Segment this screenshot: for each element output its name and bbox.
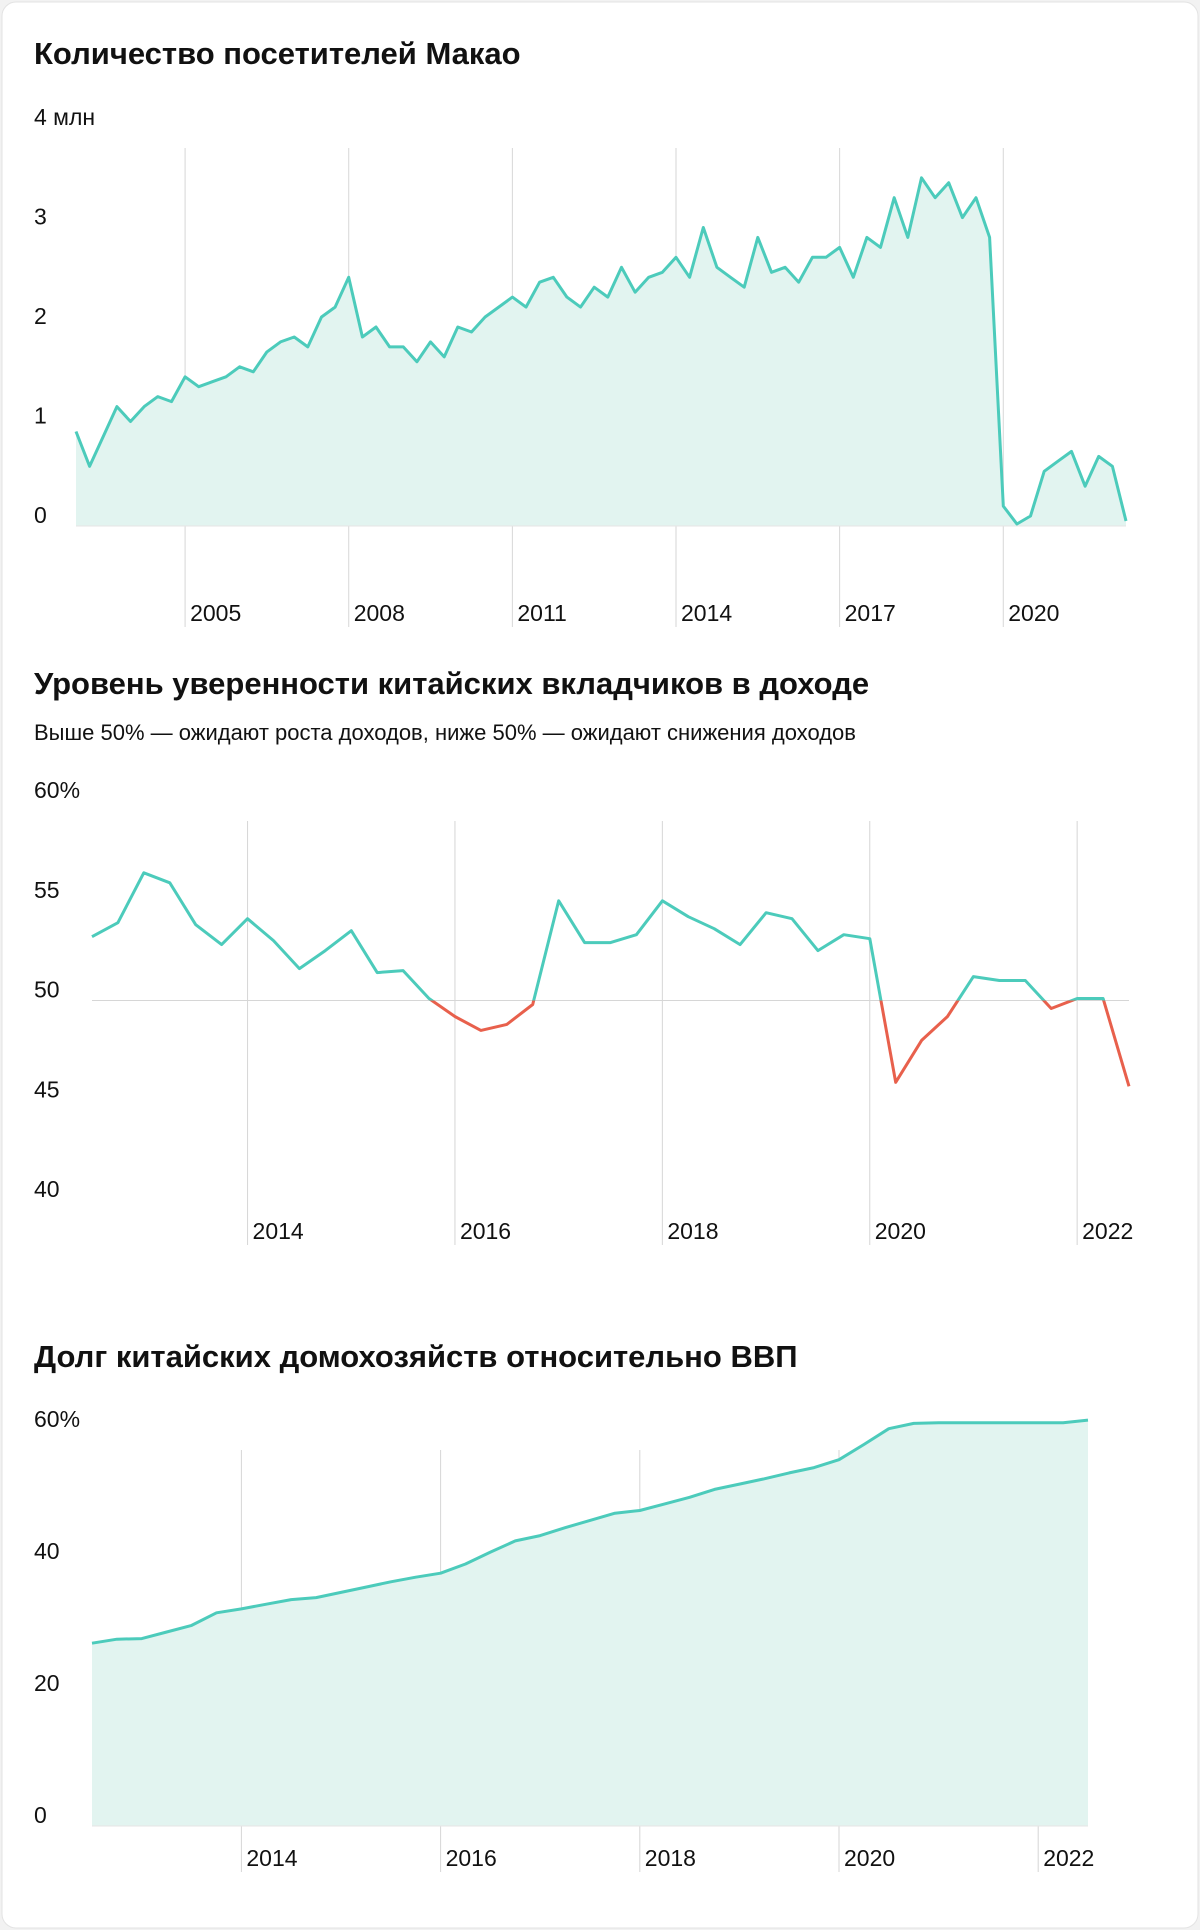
x-tick-label: 2022	[1082, 1218, 1133, 1244]
y-tick-label: 0	[34, 502, 47, 528]
y-tick-label: 55	[34, 877, 60, 903]
chart-title: Долг китайских домохозяйств относительно…	[34, 1339, 798, 1374]
x-tick-label: 2014	[681, 600, 732, 626]
y-tick-label: 1	[34, 403, 47, 429]
area	[92, 1420, 1088, 1826]
chart-title: Уровень уверенности китайских вкладчиков…	[34, 666, 869, 701]
x-tick-label: 2014	[246, 1845, 297, 1871]
y-tick-label: 3	[34, 204, 47, 230]
y-tick-label: 60%	[34, 1406, 80, 1432]
y-tick-label: 2	[34, 303, 47, 329]
x-tick-label: 2011	[517, 600, 566, 626]
y-tick-label: 20	[34, 1670, 60, 1696]
chart-subtitle: Выше 50% — ожидают роста доходов, ниже 5…	[34, 720, 856, 745]
x-tick-label: 2020	[844, 1845, 895, 1871]
y-tick-label: 40	[34, 1176, 60, 1202]
y-tick-label: 60%	[34, 777, 80, 803]
x-tick-label: 2014	[253, 1218, 304, 1244]
y-tick-label: 4 млн	[34, 104, 95, 130]
y-tick-label: 45	[34, 1076, 60, 1102]
x-tick-label: 2020	[1008, 600, 1059, 626]
line	[91, 1418, 1089, 1645]
x-tick-label: 2005	[190, 600, 241, 626]
chart-title: Количество посетителей Макао	[34, 36, 521, 71]
x-tick-label: 2008	[354, 600, 405, 626]
area	[76, 177, 1126, 527]
y-tick-label: 0	[34, 1802, 47, 1828]
x-tick-label: 2018	[667, 1218, 718, 1244]
x-tick-label: 2016	[446, 1845, 497, 1871]
x-tick-label: 2018	[645, 1845, 696, 1871]
line-above	[91, 871, 1106, 1001]
line	[74, 176, 1128, 526]
x-tick-label: 2017	[845, 600, 896, 626]
x-tick-label: 2016	[460, 1218, 511, 1244]
x-tick-label: 2020	[875, 1218, 926, 1244]
x-tick-label: 2022	[1043, 1845, 1094, 1871]
line-below	[429, 1000, 1131, 1087]
y-tick-label: 40	[34, 1538, 60, 1564]
y-tick-label: 50	[34, 977, 60, 1003]
